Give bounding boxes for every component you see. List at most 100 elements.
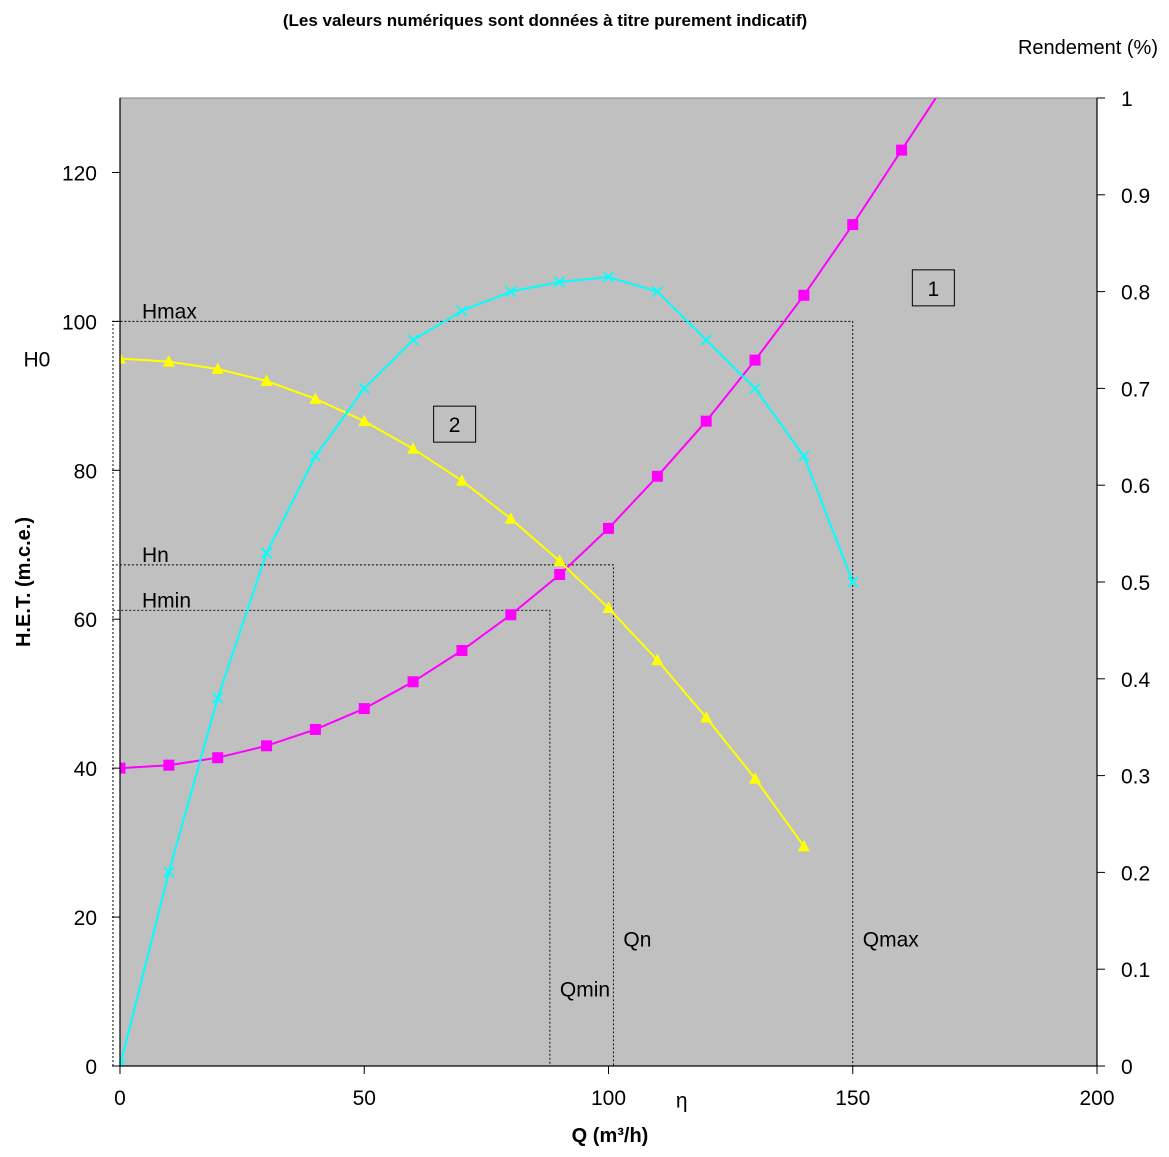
data-point-0-10 xyxy=(603,522,614,534)
series-line-2 xyxy=(120,276,854,1066)
data-point-0-8 xyxy=(505,609,517,621)
data-point-1-8 xyxy=(504,512,517,524)
y-tick-label: 120 xyxy=(62,162,97,185)
series-line-0 xyxy=(120,98,937,770)
data-point-2-14 xyxy=(798,450,810,462)
data-point-0-7 xyxy=(456,645,468,657)
reference-lines xyxy=(112,320,854,1066)
data-point-0-5 xyxy=(358,703,370,715)
data-point-2-10 xyxy=(602,271,615,283)
x-tick-label: 50 xyxy=(353,1087,376,1110)
data-point-1-2 xyxy=(211,362,224,375)
data-point-0-2 xyxy=(212,752,224,764)
reference-label-qmin: Qmin xyxy=(560,978,610,1001)
data-point-2-5 xyxy=(358,382,370,395)
data-point-2-4 xyxy=(309,450,322,462)
data-point-0-0 xyxy=(120,762,126,774)
data-point-0-6 xyxy=(407,676,419,688)
series-layer xyxy=(120,70,956,1066)
data-point-0-12 xyxy=(700,415,712,427)
data-point-1-5 xyxy=(358,414,371,427)
y2-tick-label: 1 xyxy=(1121,88,1133,111)
y2-tick-label: 0.8 xyxy=(1121,282,1150,305)
chart-title: (Les valeurs numériques sont données à t… xyxy=(283,11,807,30)
curve-label-box-2 xyxy=(433,405,477,443)
y2-tick-label: 0.6 xyxy=(1121,475,1150,498)
data-point-1-0 xyxy=(120,352,126,364)
y-tick-label: 80 xyxy=(74,460,97,483)
data-point-2-9 xyxy=(554,276,566,288)
data-point-1-13 xyxy=(749,772,762,784)
x-tick-label: 200 xyxy=(1079,1087,1114,1110)
data-point-0-11 xyxy=(651,470,663,482)
y-tick-label: 100 xyxy=(62,311,97,334)
x-axis-title: Q (m³/h) xyxy=(572,1125,649,1147)
data-point-0-14 xyxy=(798,289,810,301)
y2-tick-label: 0.4 xyxy=(1121,669,1151,692)
data-point-2-1 xyxy=(163,866,175,879)
data-point-0-3 xyxy=(261,740,273,752)
data-point-0-17 xyxy=(945,70,956,81)
y2-tick-label: 0.1 xyxy=(1121,959,1150,982)
data-point-1-1 xyxy=(162,355,175,367)
data-point-1-6 xyxy=(407,442,420,454)
y2-tick-label: 0.3 xyxy=(1121,766,1150,789)
y-tick-label: 0 xyxy=(85,1056,97,1079)
data-point-2-13 xyxy=(749,382,761,395)
data-point-0-15 xyxy=(847,219,859,231)
y2-tick-label: 0.5 xyxy=(1121,572,1150,595)
annotation-layer: Hmax Qmax Hn Qn Hmin Qmin H0 η 1 2 xyxy=(24,269,955,1113)
series-0 xyxy=(120,70,956,774)
curve-label-box-1 xyxy=(911,269,955,307)
reference-label-qmax: Qmax xyxy=(863,928,920,951)
y-tick-label: 20 xyxy=(74,907,97,930)
x-tick-label: 0 xyxy=(114,1087,126,1110)
y-tick-label: 40 xyxy=(74,758,97,781)
series-1 xyxy=(120,352,810,852)
data-point-2-15 xyxy=(847,576,859,588)
data-point-2-12 xyxy=(700,334,712,346)
data-point-2-2 xyxy=(212,692,224,704)
data-point-1-4 xyxy=(309,392,322,404)
x-tick-label: 150 xyxy=(835,1087,870,1110)
y-axis-title: H.E.T. (m.c.e.) xyxy=(13,517,35,647)
reference-label-hmax: Hmax xyxy=(142,300,197,323)
y2-tick-label: 0.9 xyxy=(1121,185,1150,208)
y2-tick-label: 0 xyxy=(1121,1056,1133,1079)
curve-label-1: 1 xyxy=(928,278,940,301)
y-tick-label: 60 xyxy=(74,609,97,632)
annotation-label: H0 xyxy=(24,349,51,372)
data-point-2-0 xyxy=(120,1060,126,1066)
series-2 xyxy=(120,271,859,1066)
annotation-label: η xyxy=(676,1090,688,1113)
data-point-1-10 xyxy=(602,601,615,614)
data-point-2-8 xyxy=(505,285,517,298)
data-point-0-13 xyxy=(749,354,761,366)
data-point-0-4 xyxy=(309,723,321,735)
reference-label-hmin: Hmin xyxy=(142,589,191,612)
data-point-2-11 xyxy=(651,285,663,298)
y2-axis-title: Rendement (%) xyxy=(1018,37,1158,59)
data-point-0-1 xyxy=(163,759,175,771)
reference-label-hn: Hn xyxy=(142,544,169,567)
curve-label-2: 2 xyxy=(449,414,461,437)
data-point-1-3 xyxy=(260,374,273,386)
reference-label-qn: Qn xyxy=(623,928,651,951)
y2-tick-label: 0.7 xyxy=(1121,378,1150,401)
x-tick-label: 100 xyxy=(591,1087,626,1110)
data-point-2-7 xyxy=(456,305,468,317)
data-point-2-6 xyxy=(407,334,419,346)
data-point-1-14 xyxy=(797,839,810,852)
data-point-0-9 xyxy=(554,569,566,581)
data-point-0-16 xyxy=(896,144,908,156)
reference-line-hn xyxy=(112,564,614,1066)
data-point-1-12 xyxy=(700,711,713,723)
y2-tick-label: 0.2 xyxy=(1121,862,1150,885)
axis-ticks: 0 50 100 150 200 0 20 40 60 80 100 120 0 0.1 0.2 0.3 0.4… xyxy=(62,88,1151,1110)
data-point-1-9 xyxy=(553,554,566,567)
data-point-1-7 xyxy=(455,474,468,486)
plot-area xyxy=(119,97,1098,1067)
data-point-2-3 xyxy=(260,547,273,559)
data-point-1-11 xyxy=(651,653,664,666)
